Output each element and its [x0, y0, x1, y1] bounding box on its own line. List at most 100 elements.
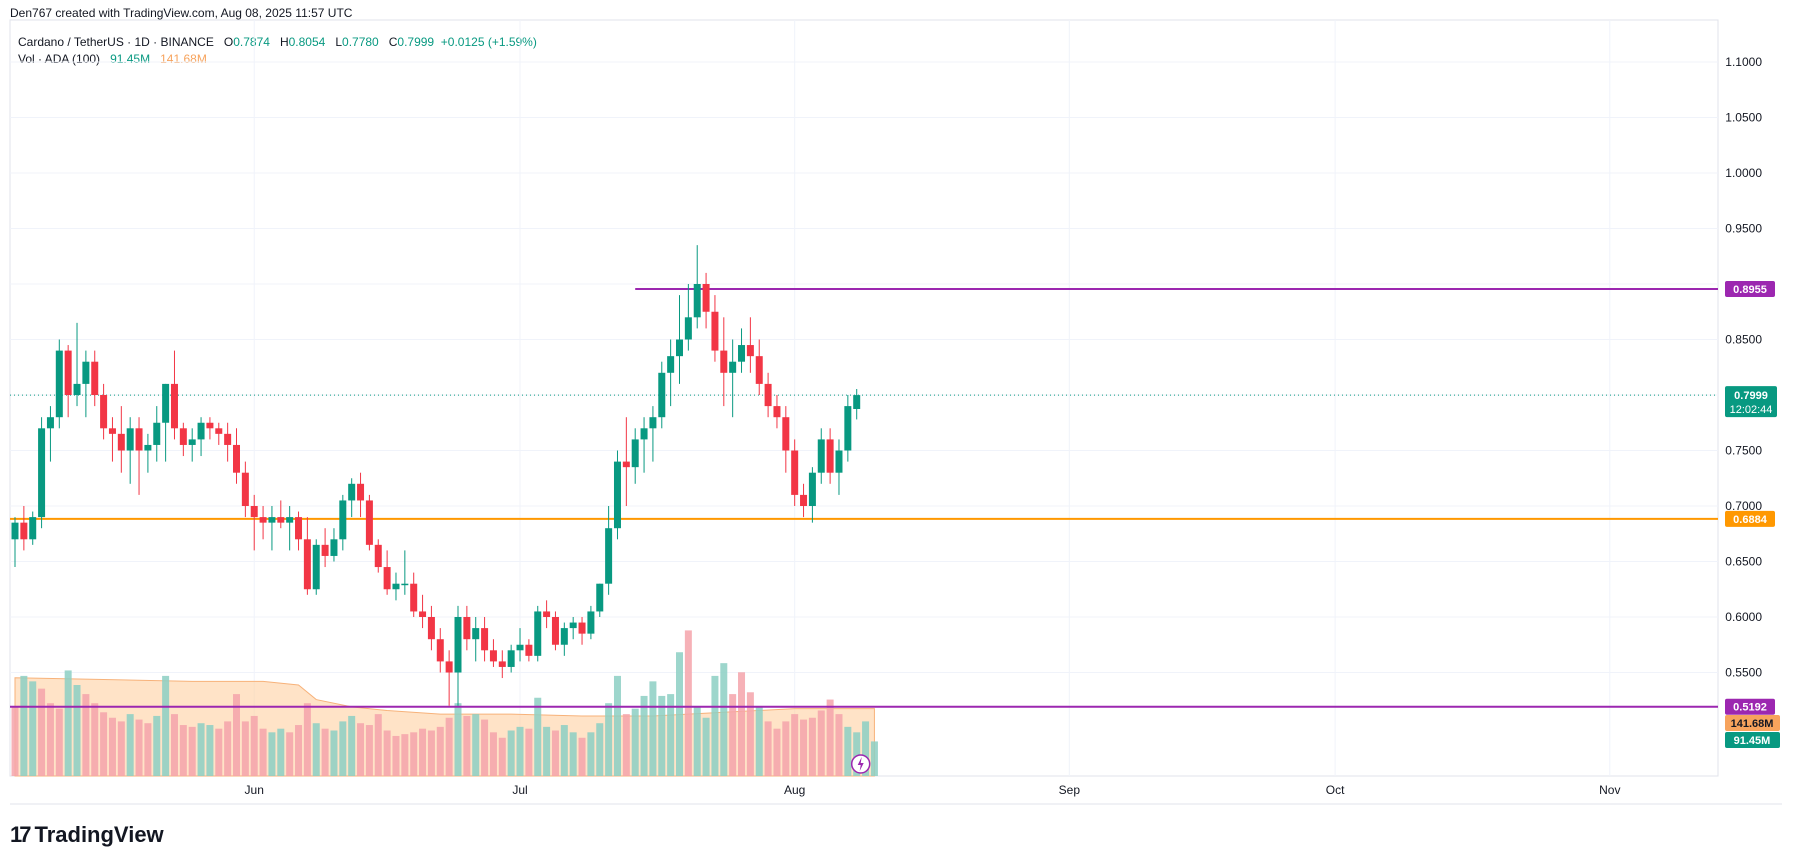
volume-bar	[817, 710, 825, 776]
x-tick-label: Oct	[1326, 783, 1345, 797]
legend-close-value: 0.7999	[397, 35, 435, 49]
volume-bar	[534, 697, 542, 776]
volume-axis-badge	[1725, 715, 1780, 731]
candle-body	[427, 617, 435, 640]
candle-body	[764, 383, 772, 407]
candle-body	[773, 406, 781, 418]
volume-bar	[826, 699, 834, 776]
volume-bar	[410, 732, 418, 776]
candle-body	[330, 539, 338, 556]
candle-body	[170, 383, 178, 429]
candle-body	[613, 461, 621, 529]
candle-body	[383, 567, 391, 590]
volume-bar	[330, 730, 338, 776]
volume-bar	[383, 730, 391, 776]
lightning-bolt-icon	[857, 757, 864, 771]
candle-body	[543, 611, 551, 617]
volume-bar	[738, 672, 746, 776]
y-tick-label: 0.8500	[1725, 333, 1762, 347]
volume-bar	[463, 715, 471, 776]
volume-bar	[720, 663, 728, 776]
volume-bar	[862, 721, 870, 776]
volume-bar	[268, 732, 276, 776]
legend-low-value: 0.7780	[342, 35, 379, 49]
volume-bar	[365, 725, 373, 776]
y-tick-label: 1.0500	[1725, 111, 1762, 125]
volume-bar	[551, 730, 559, 776]
candle-body	[569, 622, 577, 629]
volume-axis-label: 141.68M	[1731, 718, 1774, 730]
volume-bar	[622, 714, 630, 776]
candle-body	[738, 345, 746, 362]
volume-bar	[188, 726, 196, 776]
candle-body	[206, 422, 214, 429]
legend-low-label: L	[335, 35, 343, 49]
candle-body	[711, 311, 719, 351]
candle-body	[348, 483, 356, 501]
level-badge-label: 0.6884	[1733, 514, 1768, 526]
legend-symbol[interactable]: Cardano / TetherUS · 1D · BINANCE	[18, 35, 214, 49]
tradingview-logo-icon: 17	[10, 822, 32, 847]
tradingview-logo[interactable]: 17 TradingView	[10, 822, 164, 848]
volume-bar	[162, 675, 170, 776]
legend-price-row: Cardano / TetherUS · 1D · BINANCE O0.787…	[18, 34, 537, 51]
volume-bar	[419, 728, 427, 776]
candle-body	[250, 506, 258, 518]
volume-bar	[348, 715, 356, 776]
candle-body	[241, 472, 249, 506]
y-tick-label: 0.7500	[1725, 444, 1762, 458]
volume-bar	[764, 721, 772, 776]
volume-bar	[569, 732, 577, 776]
candle-body	[339, 500, 347, 540]
level-badge-label: 0.5192	[1733, 702, 1767, 714]
volume-bar	[640, 695, 648, 776]
volume-bar	[587, 732, 595, 776]
candle-body	[729, 361, 737, 373]
volume-bar	[481, 719, 489, 776]
legend-open-value: 0.7874	[233, 35, 270, 49]
candle-body	[826, 439, 834, 473]
candle-body	[374, 544, 382, 568]
candle-body	[578, 622, 586, 634]
candle-body	[419, 611, 427, 617]
candle-body	[489, 650, 497, 662]
volume-bar	[808, 717, 816, 776]
candle-body	[835, 450, 843, 473]
volume-bar	[224, 721, 232, 776]
candle-body	[445, 661, 453, 673]
candle-body	[631, 439, 639, 468]
candle-body	[551, 617, 559, 645]
level-badge-label: 0.8955	[1733, 284, 1767, 296]
volume-bar	[135, 719, 143, 776]
candle-body	[64, 350, 72, 395]
x-tick-label: Jul	[512, 783, 527, 797]
volume-bar	[259, 728, 267, 776]
volume-bar	[658, 695, 666, 776]
volume-bar	[241, 721, 249, 776]
candle-body	[844, 406, 852, 451]
candle-body	[215, 428, 223, 434]
volume-bar	[746, 692, 754, 776]
countdown-label: 12:02:44	[1730, 404, 1773, 416]
candle-body	[720, 350, 728, 373]
volume-bar	[339, 721, 347, 776]
candle-body	[791, 450, 799, 495]
y-tick-label: 0.9500	[1725, 222, 1762, 236]
candle-body	[321, 544, 329, 556]
candle-body	[463, 617, 471, 640]
candle-body	[640, 428, 648, 440]
volume-bar	[844, 726, 852, 776]
candle-body	[534, 611, 542, 656]
volume-bar	[507, 730, 515, 776]
volume-bar	[286, 732, 294, 776]
volume-bar	[631, 708, 639, 776]
volume-bar	[55, 708, 63, 776]
volume-bar	[303, 703, 311, 776]
candle-body	[46, 417, 54, 429]
level-badge-support	[1725, 510, 1775, 527]
volume-bar	[197, 723, 205, 776]
volume-bar	[312, 723, 320, 776]
volume-ma-area	[14, 677, 875, 777]
candle-body	[392, 583, 400, 590]
